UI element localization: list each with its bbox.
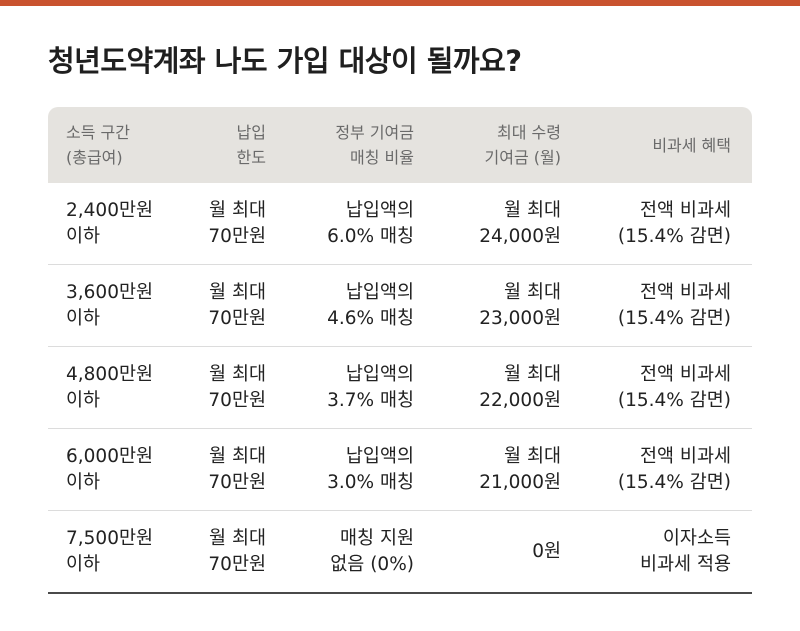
table-row: 4,800만원 이하 월 최대 70만원 납입액의 3.7% 매칭 월 최대 2… <box>48 347 752 429</box>
matching-rate-cell: 납입액의 4.6% 매칭 <box>327 281 414 329</box>
deposit-limit-cell: 월 최대 70만원 <box>208 527 266 575</box>
income-bracket-cell: 6,000만원 이하 <box>66 445 154 493</box>
max-contribution-cell: 월 최대 22,000원 <box>479 363 561 411</box>
max-contribution-cell: 월 최대 21,000원 <box>479 445 561 493</box>
max-contribution-cell: 월 최대 23,000원 <box>479 281 561 329</box>
matching-rate-cell: 납입액의 3.0% 매칭 <box>327 445 414 493</box>
header-matching-rate: 정부 기여금 매칭 비율 <box>335 123 414 167</box>
deposit-limit-cell: 월 최대 70만원 <box>208 281 266 329</box>
deposit-limit-cell: 월 최대 70만원 <box>208 445 266 493</box>
income-bracket-cell: 4,800만원 이하 <box>66 363 154 411</box>
table-row: 7,500만원 이하 월 최대 70만원 매칭 지원 없음 (0%) 0원 이자… <box>48 511 752 594</box>
table-row: 2,400만원 이하 월 최대 70만원 납입액의 6.0% 매칭 월 최대 2… <box>48 183 752 265</box>
top-accent-bar <box>0 0 800 6</box>
comparison-table: 소득 구간 (총급여) 납입 한도 정부 기여금 매칭 비율 최대 수령 기여금… <box>48 107 752 594</box>
income-bracket-cell: 2,400만원 이하 <box>66 199 154 247</box>
header-income-bracket: 소득 구간 (총급여) <box>66 123 130 167</box>
tax-benefit-cell: 이자소득 비과세 적용 <box>640 527 731 575</box>
matching-rate-cell: 매칭 지원 없음 (0%) <box>330 527 414 575</box>
max-contribution-cell: 0원 <box>532 540 561 562</box>
tax-benefit-cell: 전액 비과세 (15.4% 감면) <box>617 281 731 329</box>
header-max-contribution: 최대 수령 기여금 (월) <box>484 123 561 167</box>
table-row: 6,000만원 이하 월 최대 70만원 납입액의 3.0% 매칭 월 최대 2… <box>48 429 752 511</box>
page-title: 청년도약계좌 나도 가입 대상이 될까요? <box>48 44 522 78</box>
matching-rate-cell: 납입액의 3.7% 매칭 <box>327 363 414 411</box>
matching-rate-cell: 납입액의 6.0% 매칭 <box>327 199 414 247</box>
header-tax-benefit: 비과세 혜택 <box>652 135 731 155</box>
deposit-limit-cell: 월 최대 70만원 <box>208 199 266 247</box>
max-contribution-cell: 월 최대 24,000원 <box>479 199 561 247</box>
income-bracket-cell: 7,500만원 이하 <box>66 527 154 575</box>
tax-benefit-cell: 전액 비과세 (15.4% 감면) <box>617 445 731 493</box>
table-row: 3,600만원 이하 월 최대 70만원 납입액의 4.6% 매칭 월 최대 2… <box>48 265 752 347</box>
table-header: 소득 구간 (총급여) 납입 한도 정부 기여금 매칭 비율 최대 수령 기여금… <box>48 107 752 183</box>
tax-benefit-cell: 전액 비과세 (15.4% 감면) <box>617 363 731 411</box>
deposit-limit-cell: 월 최대 70만원 <box>208 363 266 411</box>
tax-benefit-cell: 전액 비과세 (15.4% 감면) <box>617 199 731 247</box>
header-deposit-limit: 납입 한도 <box>236 123 266 167</box>
income-bracket-cell: 3,600만원 이하 <box>66 281 154 329</box>
